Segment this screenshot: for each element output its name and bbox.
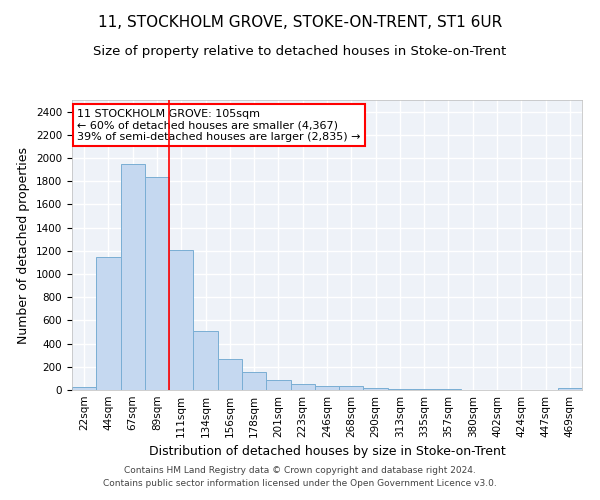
Bar [412,389,436,390]
Bar [242,372,266,390]
Bar [145,176,169,390]
Bar [169,250,193,390]
Bar [121,164,145,390]
Bar [315,386,339,390]
Bar [290,384,315,390]
Bar [96,256,121,390]
Bar [72,387,96,390]
Bar [364,388,388,390]
Bar [558,388,582,390]
Y-axis label: Number of detached properties: Number of detached properties [17,146,31,344]
Bar [339,386,364,390]
Bar [266,380,290,390]
Text: 11, STOCKHOLM GROVE, STOKE-ON-TRENT, ST1 6UR: 11, STOCKHOLM GROVE, STOKE-ON-TRENT, ST1… [98,15,502,30]
Bar [193,331,218,390]
Bar [218,360,242,390]
Text: 11 STOCKHOLM GROVE: 105sqm
← 60% of detached houses are smaller (4,367)
39% of s: 11 STOCKHOLM GROVE: 105sqm ← 60% of deta… [77,108,361,142]
Text: Size of property relative to detached houses in Stoke-on-Trent: Size of property relative to detached ho… [94,45,506,58]
Bar [388,389,412,390]
X-axis label: Distribution of detached houses by size in Stoke-on-Trent: Distribution of detached houses by size … [149,446,505,458]
Text: Contains HM Land Registry data © Crown copyright and database right 2024.
Contai: Contains HM Land Registry data © Crown c… [103,466,497,487]
